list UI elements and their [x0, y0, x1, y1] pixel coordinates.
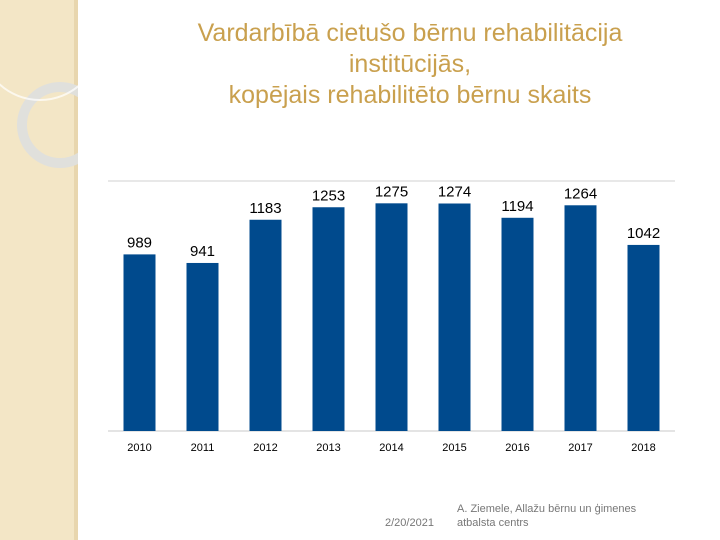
bar [186, 262, 219, 431]
bar [123, 254, 156, 431]
x-tick-label: 2013 [316, 442, 340, 454]
x-tick-label: 2014 [379, 442, 403, 454]
title-line: institūcijās, [348, 50, 472, 78]
value-label: 1274 [438, 184, 471, 201]
x-tick-label: 2016 [505, 442, 529, 454]
slide-title: Vardarbībā cietušo bērnu rehabilitācija … [150, 18, 670, 111]
footer-date: 2/20/2021 [385, 517, 434, 529]
author-line: atbalsta centrs [457, 517, 529, 529]
value-label: 941 [190, 243, 215, 260]
x-tick-label: 2015 [442, 442, 466, 454]
bar [627, 244, 660, 431]
value-label: 1183 [249, 200, 281, 217]
author-line: A. Ziemele, Allažu bērnu un ģimenes [457, 503, 637, 515]
value-label: 1275 [375, 183, 408, 200]
x-tick-label: 2010 [127, 442, 151, 454]
footer-author: A. Ziemele, Allažu bērnu un ģimenes atba… [457, 502, 636, 530]
x-tick-label: 2012 [253, 442, 277, 454]
title-line: kopējais rehabilitēto bērnu skaits [228, 81, 592, 109]
value-label: 1253 [312, 187, 345, 204]
value-label: 1264 [564, 185, 597, 202]
title-line: Vardarbībā cietušo bērnu rehabilitācija [197, 19, 623, 47]
value-label: 1042 [627, 225, 660, 242]
x-tick-label: 2017 [568, 442, 592, 454]
bar [501, 217, 534, 431]
bar [438, 203, 471, 431]
bar [249, 219, 282, 431]
x-tick-label: 2011 [191, 442, 215, 454]
bar [375, 203, 408, 431]
bar [564, 205, 597, 431]
decoration [0, 0, 78, 540]
value-label: 989 [127, 234, 152, 251]
value-label: 1194 [501, 198, 533, 215]
x-tick-label: 2018 [631, 442, 655, 454]
bar [312, 207, 345, 431]
